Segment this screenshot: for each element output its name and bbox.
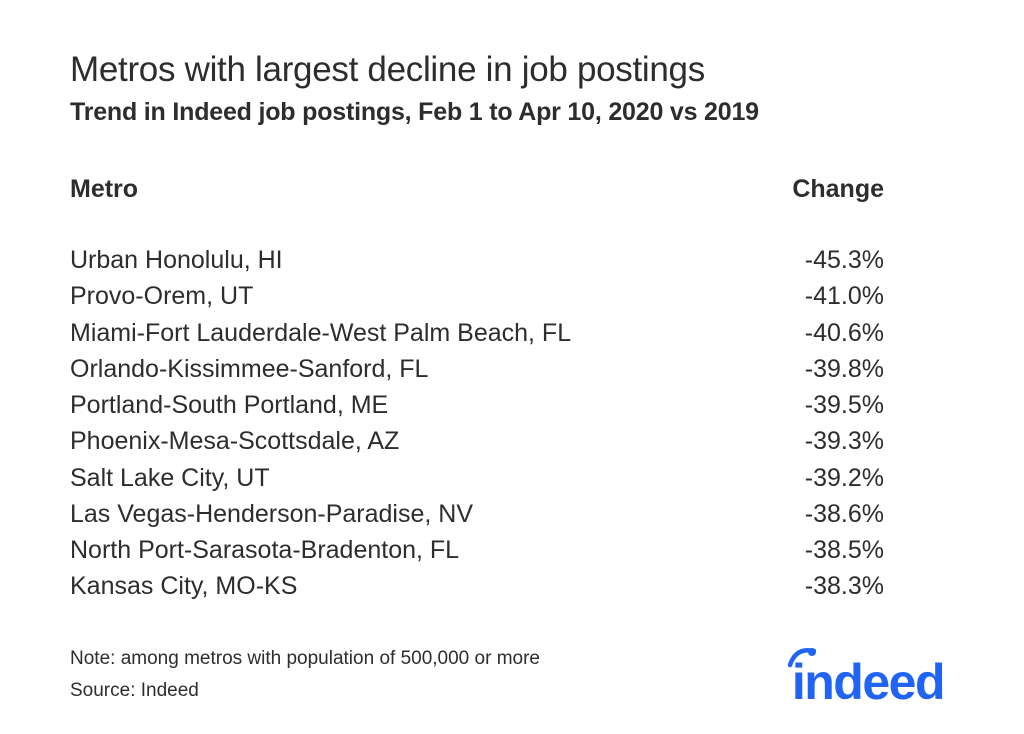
table-row: Salt Lake City, UT -39.2%: [70, 460, 954, 496]
metro-cell: Provo-Orem, UT: [70, 278, 253, 314]
table-row: Phoenix-Mesa-Scottsdale, AZ -39.3%: [70, 423, 954, 459]
page-title: Metros with largest decline in job posti…: [70, 50, 954, 90]
change-cell: -45.3%: [805, 242, 884, 278]
table-row: North Port-Sarasota-Bradenton, FL -38.5%: [70, 532, 954, 568]
metro-cell: North Port-Sarasota-Bradenton, FL: [70, 532, 459, 568]
metro-cell: Portland-South Portland, ME: [70, 387, 388, 423]
table-row: Miami-Fort Lauderdale-West Palm Beach, F…: [70, 315, 954, 351]
footer-source: Source: Indeed: [70, 675, 540, 707]
metro-cell: Orlando-Kissimmee-Sanford, FL: [70, 351, 428, 387]
change-cell: -39.2%: [805, 460, 884, 496]
change-cell: -40.6%: [805, 315, 884, 351]
table-header-row: Metro Change: [70, 175, 954, 204]
column-header-change: Change: [792, 175, 884, 204]
indeed-logo-arc-icon: [786, 643, 816, 673]
metro-cell: Salt Lake City, UT: [70, 460, 270, 496]
metro-cell: Phoenix-Mesa-Scottsdale, AZ: [70, 423, 399, 459]
change-cell: -39.8%: [805, 351, 884, 387]
metro-cell: Kansas City, MO-KS: [70, 568, 297, 604]
change-cell: -39.5%: [805, 387, 884, 423]
table-row: Portland-South Portland, ME -39.5%: [70, 387, 954, 423]
footer-text: Note: among metros with population of 50…: [70, 643, 540, 708]
metro-cell: Miami-Fort Lauderdale-West Palm Beach, F…: [70, 315, 571, 351]
metro-cell: Las Vegas-Henderson-Paradise, NV: [70, 496, 473, 532]
table-row: Orlando-Kissimmee-Sanford, FL -39.8%: [70, 351, 954, 387]
table-row: Provo-Orem, UT -41.0%: [70, 278, 954, 314]
change-cell: -38.5%: [805, 532, 884, 568]
change-cell: -38.6%: [805, 496, 884, 532]
table-row: Urban Honolulu, HI -45.3%: [70, 242, 954, 278]
change-cell: -41.0%: [805, 278, 884, 314]
table-row: Kansas City, MO-KS -38.3%: [70, 568, 954, 604]
footer: Note: among metros with population of 50…: [70, 643, 954, 708]
footer-note: Note: among metros with population of 50…: [70, 643, 540, 675]
metro-cell: Urban Honolulu, HI: [70, 242, 283, 278]
indeed-logo: indeed: [792, 645, 954, 707]
table-row: Las Vegas-Henderson-Paradise, NV -38.6%: [70, 496, 954, 532]
change-cell: -38.3%: [805, 568, 884, 604]
column-header-metro: Metro: [70, 175, 138, 204]
table-body: Urban Honolulu, HI -45.3% Provo-Orem, UT…: [70, 242, 954, 605]
change-cell: -39.3%: [805, 423, 884, 459]
page-subtitle: Trend in Indeed job postings, Feb 1 to A…: [70, 98, 954, 127]
